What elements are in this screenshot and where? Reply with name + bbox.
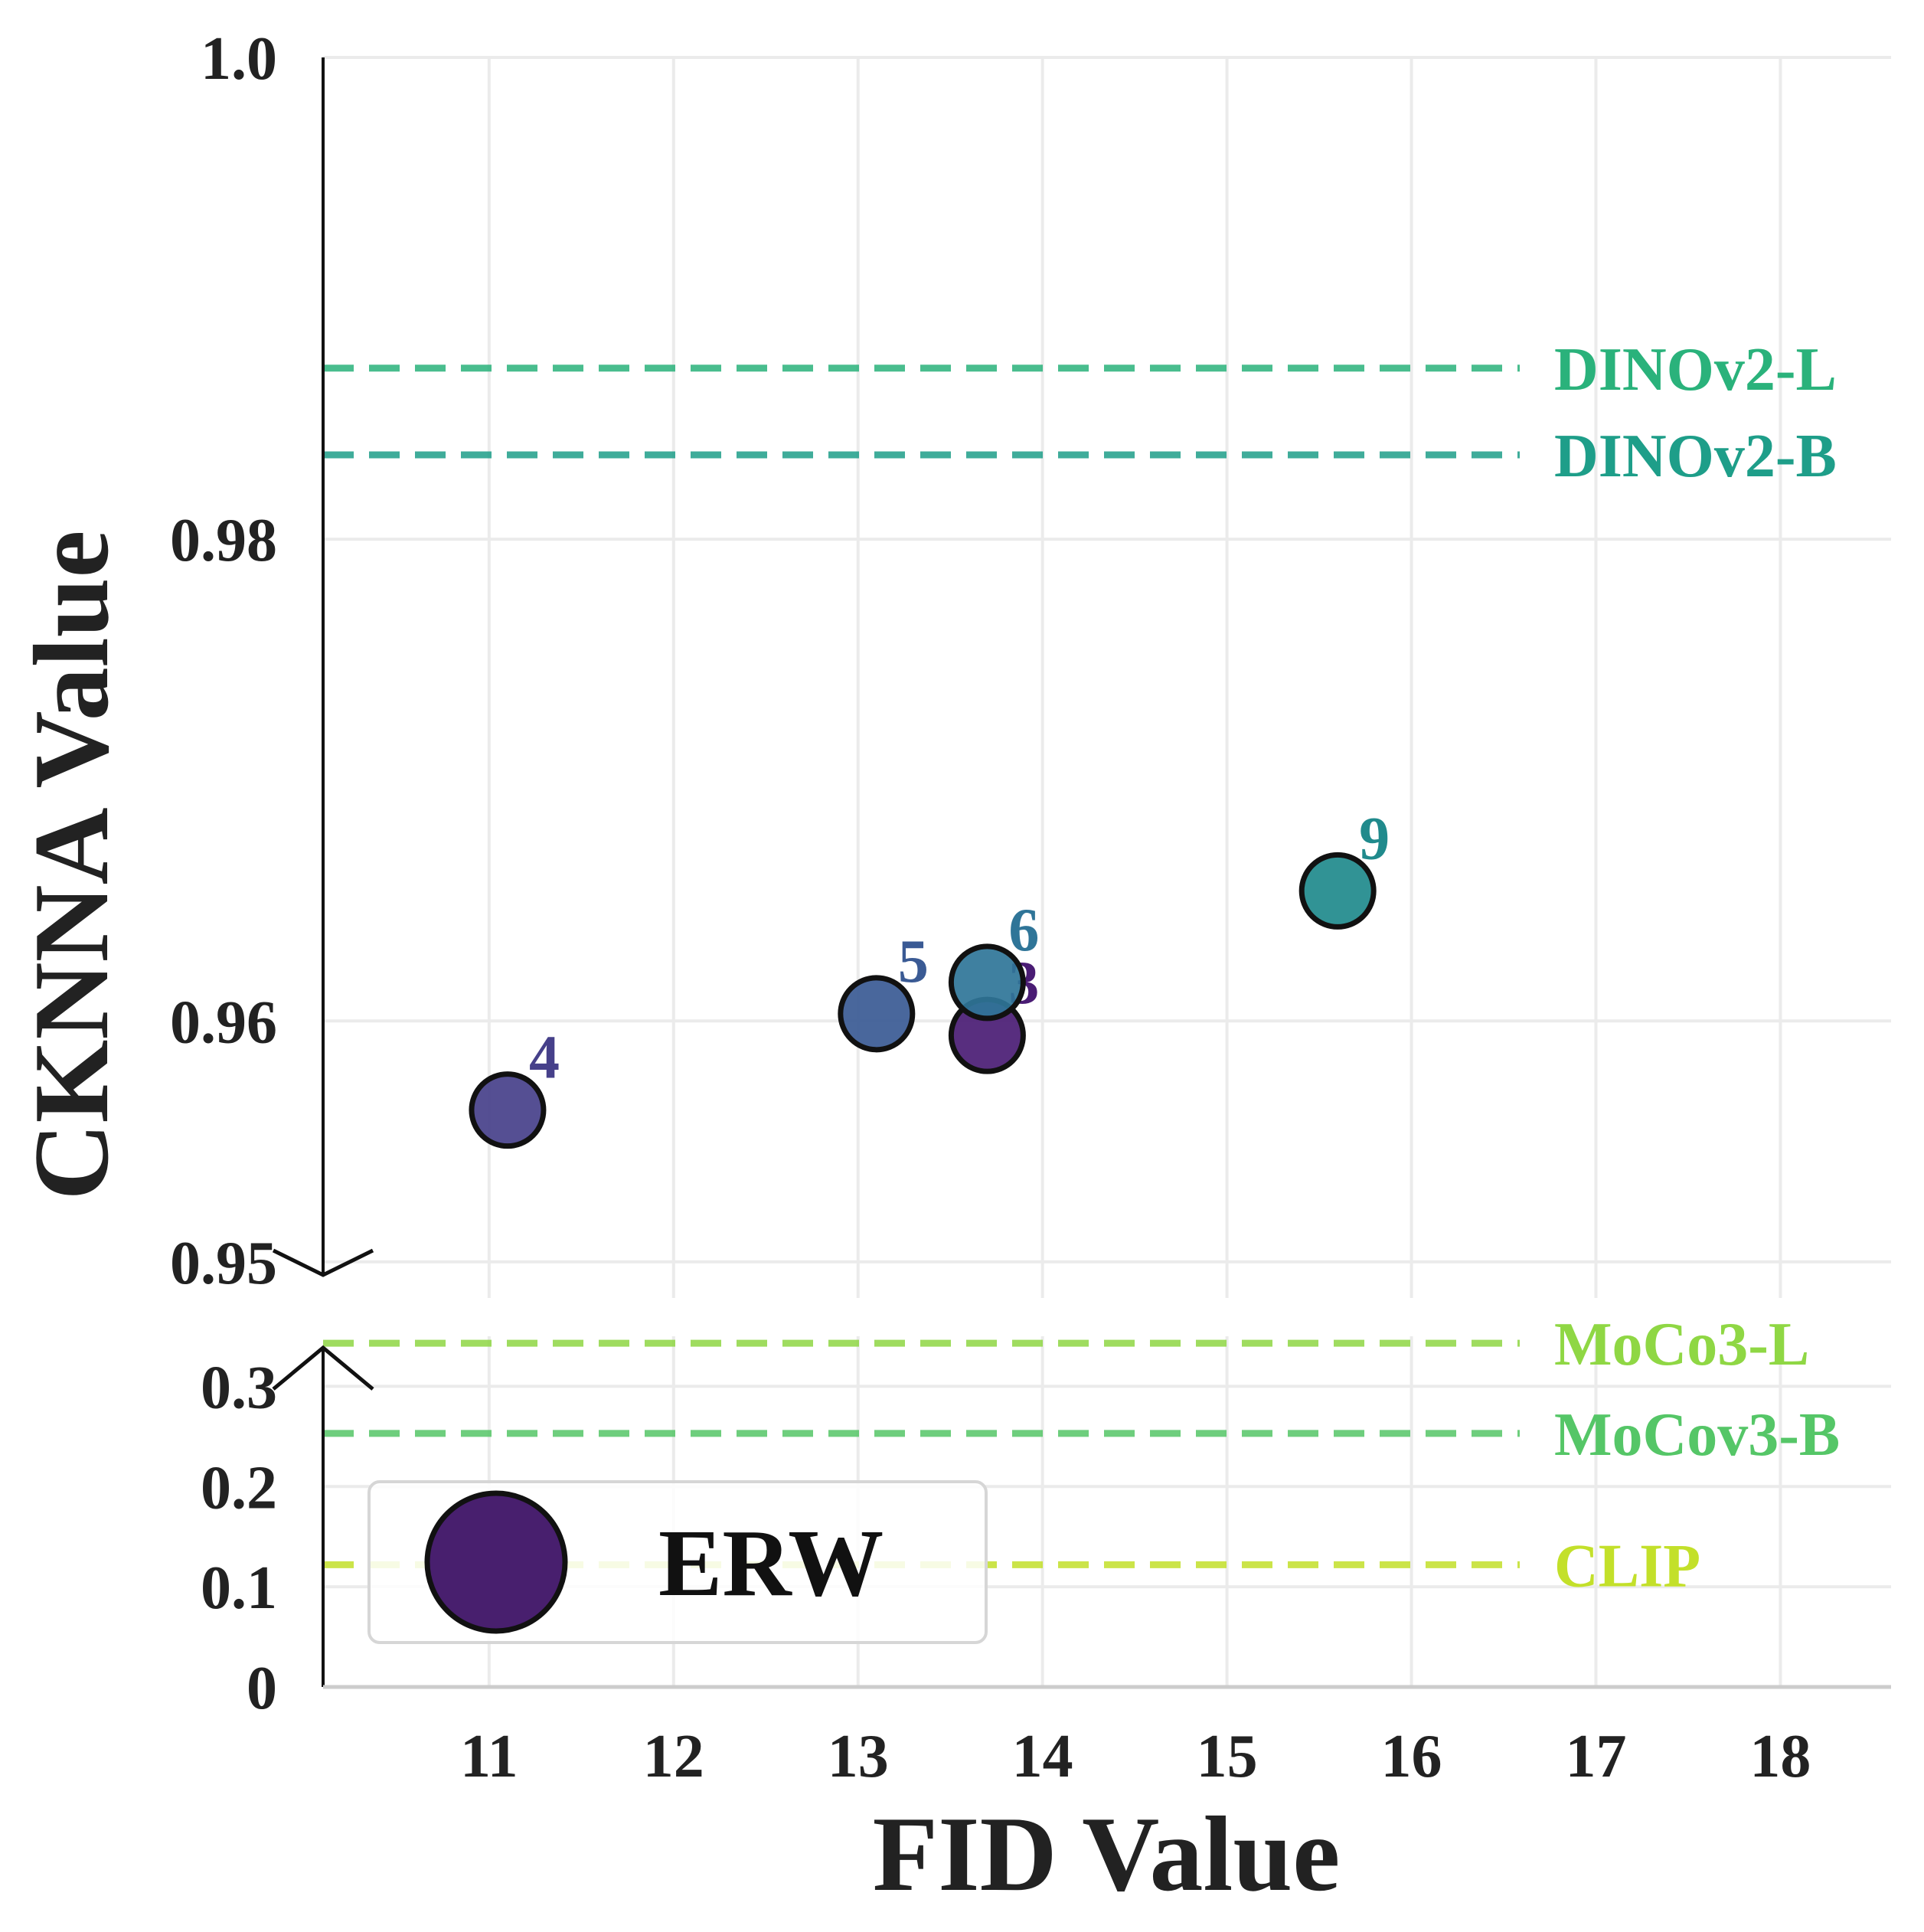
- y-tick-label: 1.0: [201, 25, 277, 93]
- x-tick-label: 12: [643, 1723, 704, 1790]
- y-tick-label: 0.96: [170, 989, 277, 1056]
- axes: [272, 57, 1891, 1689]
- y-tick-label: 0.3: [201, 1354, 277, 1421]
- x-tick-label: 15: [1197, 1723, 1258, 1790]
- data-point-label: 9: [1359, 805, 1390, 872]
- x-tick-label: 16: [1381, 1723, 1442, 1790]
- reference-line-label: MoCo3-L: [1554, 1311, 1809, 1378]
- data-point-label: 6: [1008, 897, 1039, 964]
- axis-break-mark: [272, 1248, 374, 1277]
- y-axis-label: CKNNA Value: [12, 530, 131, 1200]
- tick-labels: 11 12 13 14 15 16 17 18 0.95 0.96 0.98 1.0 0 0.1 0.2 0.…: [170, 25, 1811, 1790]
- legend-marker: [424, 1490, 568, 1634]
- x-tick-label: 13: [828, 1723, 889, 1790]
- legend: ERW: [367, 1480, 988, 1644]
- data-point-label: 4: [529, 1025, 560, 1092]
- grid-lines: [323, 56, 1891, 1687]
- y-tick-label: 0.1: [201, 1554, 277, 1622]
- x-tick-label: 14: [1012, 1723, 1073, 1790]
- x-tick-label: 17: [1565, 1723, 1626, 1790]
- y-tick-label: 0.2: [201, 1454, 277, 1522]
- reference-line-label: DINOv2-L: [1554, 336, 1837, 404]
- reference-line-label: DINOv2-B: [1554, 423, 1837, 490]
- y-tick-label: 0.98: [170, 507, 277, 574]
- reference-lines: DINOv2-L DINOv2-B MoCo3-L MoCov3-B CLIP: [323, 336, 1840, 1600]
- x-axis-label: FID Value: [873, 1795, 1341, 1914]
- y-tick-label: 0: [247, 1655, 277, 1722]
- reference-line-label: MoCov3-B: [1554, 1401, 1840, 1469]
- x-tick-label: 11: [460, 1723, 518, 1790]
- axis-break-mark: [272, 1345, 374, 1391]
- data-point: [948, 943, 1026, 1022]
- data-point-label: 5: [898, 928, 929, 995]
- y-tick-label: 0.95: [170, 1230, 277, 1297]
- data-point: [838, 975, 916, 1053]
- data-points: 45369: [469, 805, 1390, 1149]
- legend-label: ERW: [658, 1511, 884, 1617]
- reference-line-label: CLIP: [1554, 1532, 1700, 1600]
- data-point: [1298, 852, 1377, 930]
- x-tick-label: 18: [1749, 1723, 1811, 1790]
- data-point: [469, 1071, 547, 1149]
